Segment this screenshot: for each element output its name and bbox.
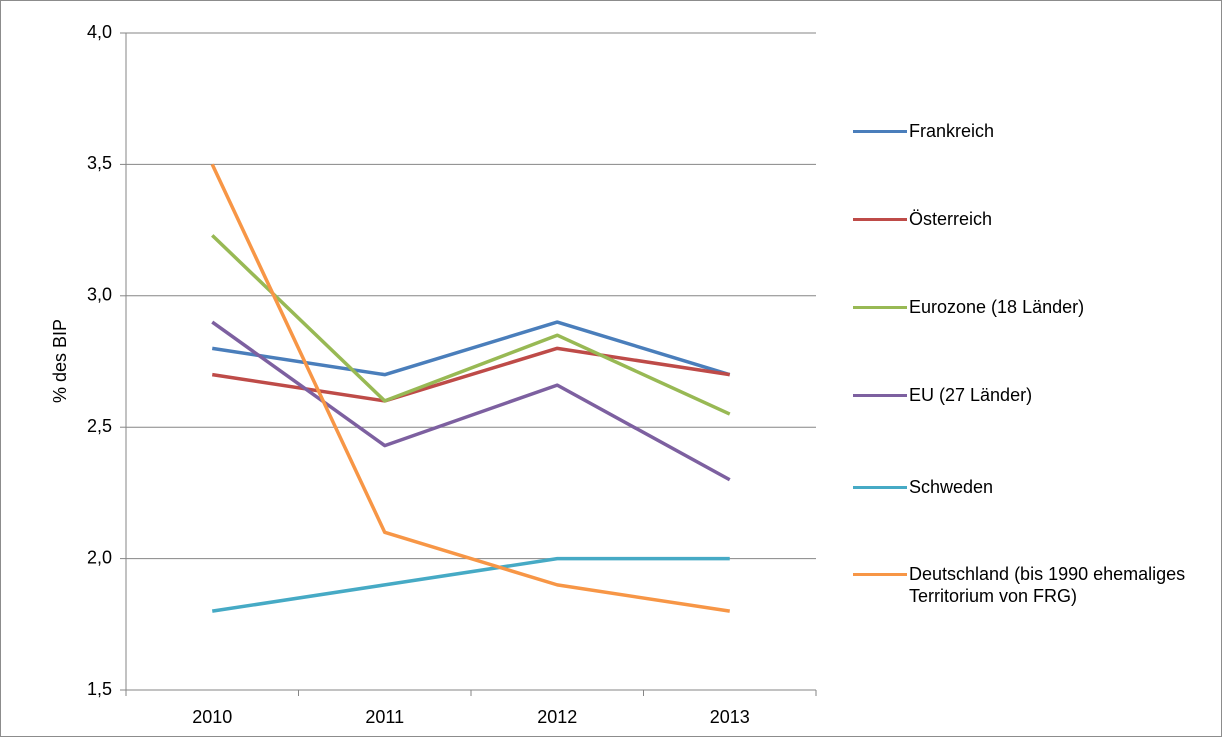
legend-swatch bbox=[853, 218, 907, 221]
y-tick-label: 4,0 bbox=[87, 22, 112, 42]
x-tick-label: 2010 bbox=[192, 707, 232, 727]
legend-label: Deutschland (bis 1990 ehemaliges Territo… bbox=[909, 564, 1186, 606]
y-tick-label: 3,5 bbox=[87, 153, 112, 173]
series-line bbox=[211, 346, 731, 403]
series-line bbox=[211, 320, 731, 482]
legend-label: Eurozone (18 Länder) bbox=[909, 297, 1085, 317]
legend-swatch bbox=[853, 486, 907, 489]
y-tick-label: 1,5 bbox=[87, 679, 112, 699]
y-tick-label: 2,0 bbox=[87, 547, 112, 567]
legend-label: Österreich bbox=[909, 209, 993, 229]
legend-swatch bbox=[853, 306, 907, 309]
y-tick-label: 3,0 bbox=[87, 285, 112, 305]
legend-entry: Eurozone (18 Länder) bbox=[853, 296, 1199, 318]
y-axis-label: % des BIP bbox=[50, 319, 70, 403]
legend-entry: Deutschland (bis 1990 ehemaliges Territo… bbox=[853, 563, 1199, 607]
legend-swatch bbox=[853, 394, 907, 397]
legend-label: EU (27 Länder) bbox=[909, 385, 1033, 405]
series-line bbox=[211, 234, 731, 416]
legend-label: Schweden bbox=[909, 477, 994, 497]
legend-label: Frankreich bbox=[909, 121, 995, 141]
legend-entry: Frankreich bbox=[853, 120, 1199, 142]
x-tick-label: 2011 bbox=[365, 707, 404, 727]
x-tick-label: 2013 bbox=[710, 707, 750, 727]
legend-entry: Schweden bbox=[853, 476, 1199, 498]
legend-entry: Österreich bbox=[853, 208, 1199, 230]
series-line bbox=[210, 163, 731, 613]
legend-swatch bbox=[853, 573, 907, 576]
y-tick-label: 2,5 bbox=[87, 416, 112, 436]
series-line bbox=[211, 320, 731, 377]
series-line bbox=[211, 556, 730, 613]
legend-swatch bbox=[853, 130, 907, 133]
legend-entry: EU (27 Länder) bbox=[853, 384, 1199, 406]
x-tick-label: 2012 bbox=[537, 707, 577, 727]
